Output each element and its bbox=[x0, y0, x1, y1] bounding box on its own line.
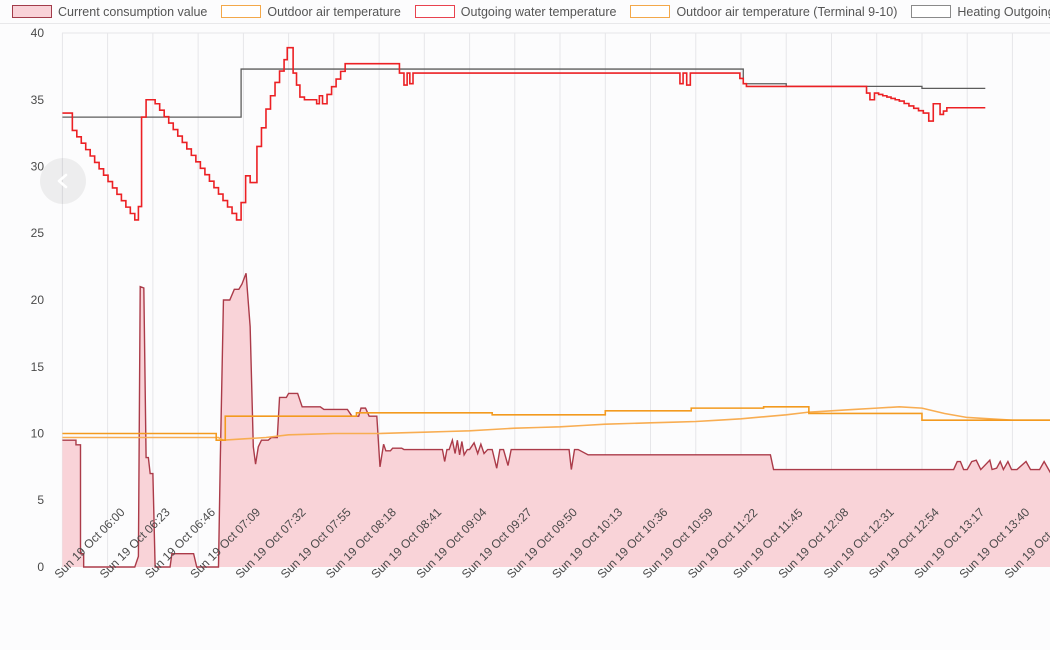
svg-text:25: 25 bbox=[31, 226, 45, 240]
svg-text:15: 15 bbox=[31, 360, 45, 374]
svg-text:5: 5 bbox=[37, 493, 44, 507]
svg-text:35: 35 bbox=[31, 93, 45, 107]
svg-text:10: 10 bbox=[31, 427, 45, 441]
svg-text:20: 20 bbox=[31, 293, 45, 307]
svg-text:40: 40 bbox=[31, 26, 45, 40]
svg-text:0: 0 bbox=[37, 560, 44, 574]
